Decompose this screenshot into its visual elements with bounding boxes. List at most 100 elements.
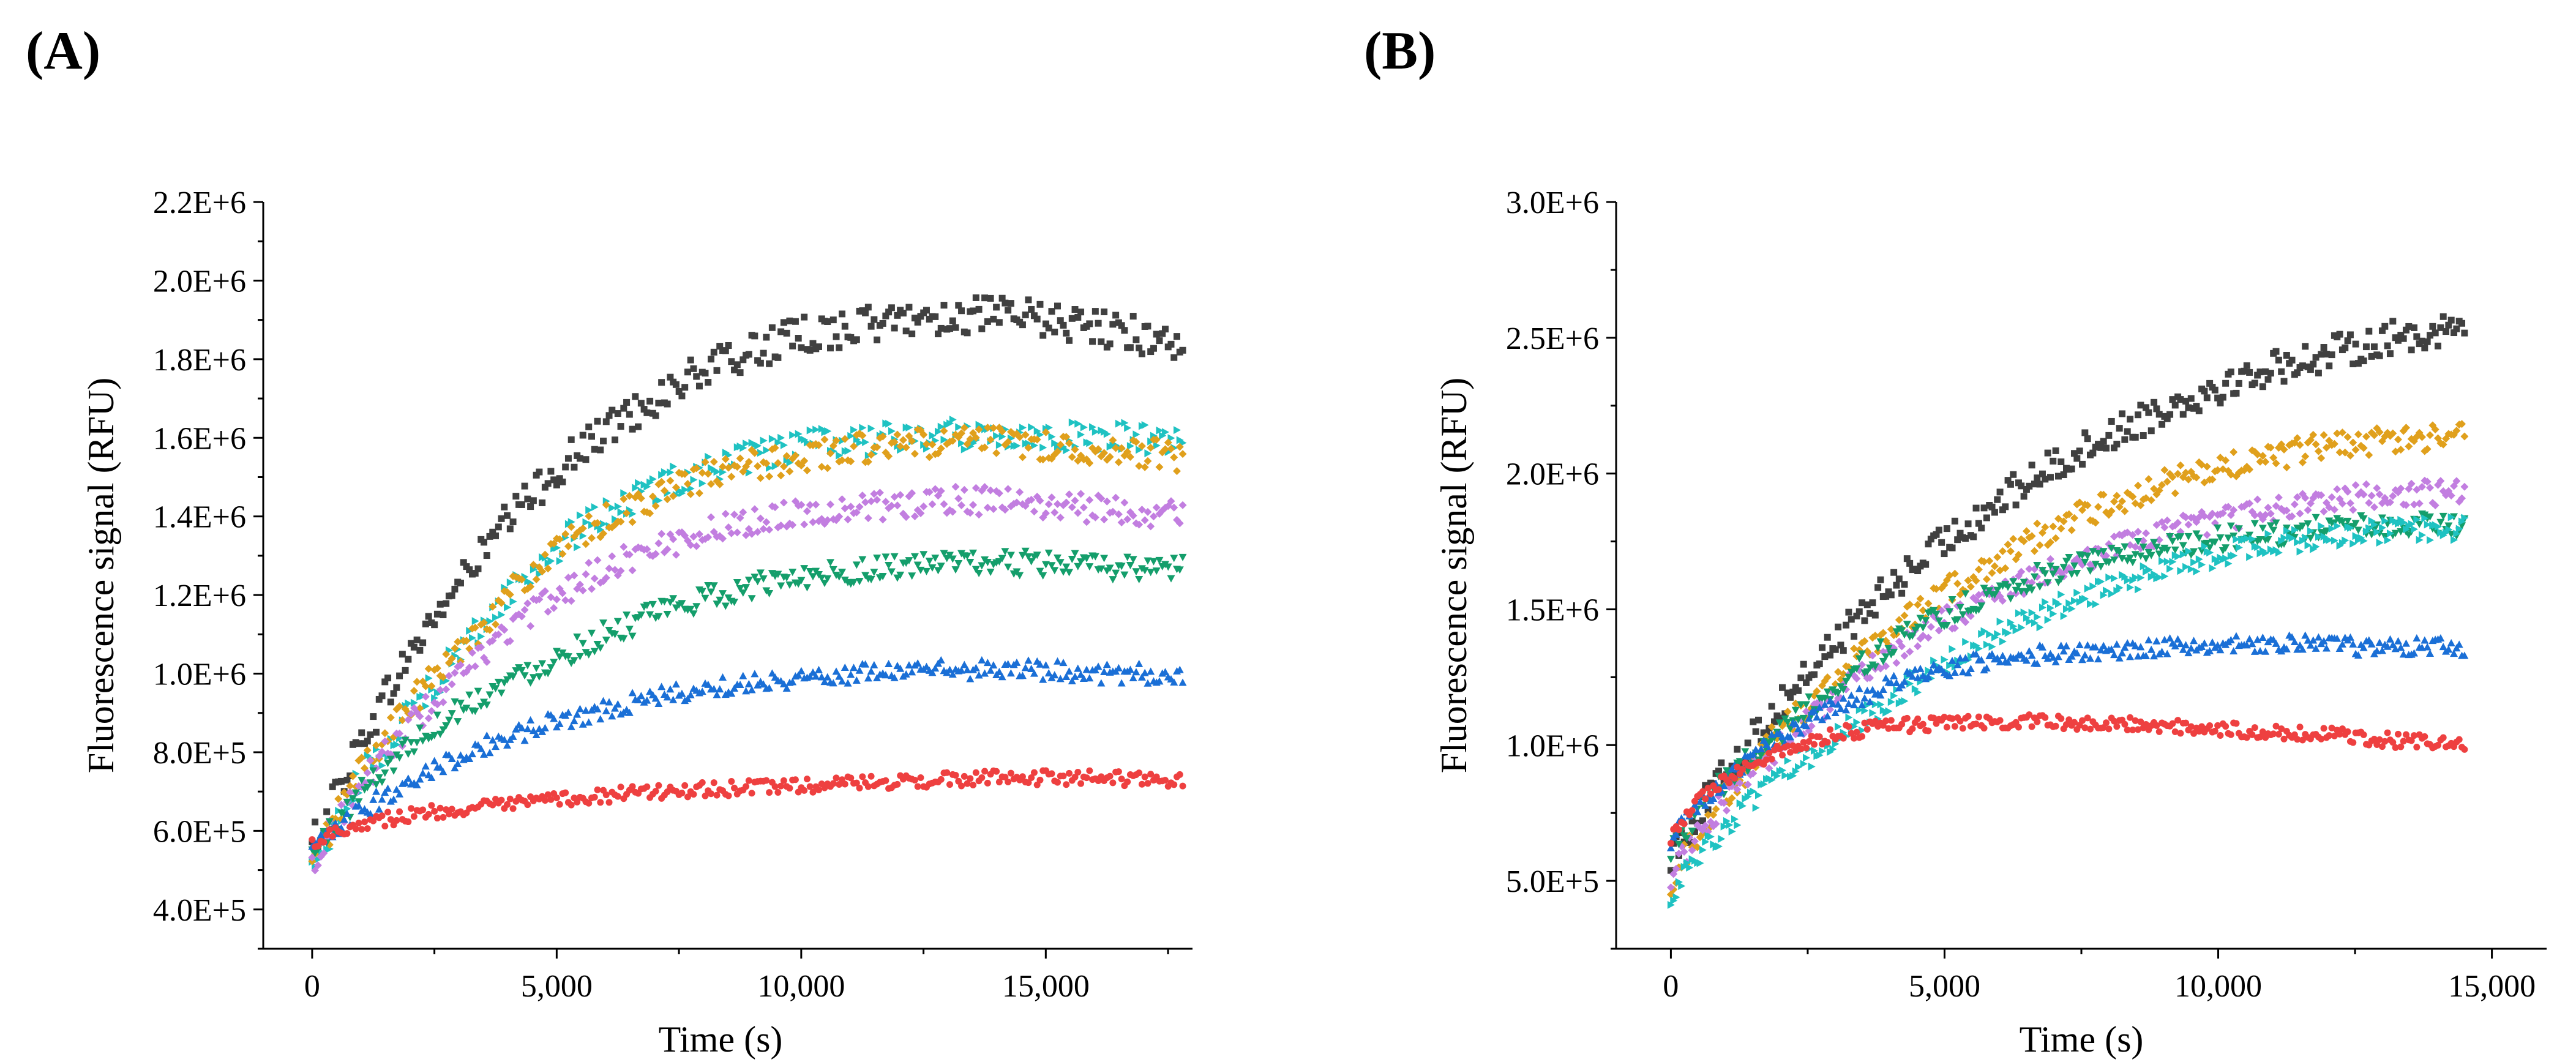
- data-point: [2326, 536, 2334, 544]
- data-point: [1152, 435, 1161, 444]
- data-point: [2171, 402, 2179, 409]
- data-point: [841, 504, 849, 512]
- data-point: [905, 661, 913, 669]
- data-point: [1024, 553, 1033, 561]
- data-point: [2121, 572, 2129, 581]
- data-point: [1993, 586, 2002, 594]
- data-point: [1974, 565, 1983, 574]
- data-point: [864, 783, 872, 790]
- data-point: [879, 320, 886, 327]
- data-point: [1137, 506, 1146, 514]
- data-point: [836, 451, 844, 460]
- data-point: [2248, 640, 2256, 648]
- data-point: [1956, 654, 1964, 662]
- data-point: [2190, 637, 2198, 645]
- y-tick-label: 8.0E+5: [153, 736, 246, 771]
- data-point: [1778, 733, 1787, 741]
- data-point: [1156, 337, 1163, 345]
- data-point: [602, 706, 610, 714]
- data-point: [1715, 768, 1722, 775]
- data-point: [792, 318, 799, 325]
- data-point: [1924, 673, 1933, 681]
- data-point: [1779, 684, 1786, 691]
- data-point: [2381, 738, 2389, 745]
- data-point: [2381, 517, 2389, 525]
- data-point: [2307, 526, 2315, 535]
- data-point: [1853, 718, 1861, 727]
- data-point: [1175, 665, 1184, 673]
- data-point: [2322, 644, 2331, 652]
- data-point: [2234, 525, 2243, 533]
- data-point: [1893, 581, 1900, 589]
- data-point: [358, 826, 365, 833]
- data-point: [2365, 451, 2373, 459]
- data-point: [748, 790, 755, 797]
- data-point: [442, 685, 451, 694]
- data-point: [407, 709, 416, 718]
- data-point: [524, 495, 531, 503]
- data-point: [526, 716, 535, 724]
- data-point: [1140, 668, 1149, 676]
- data-point: [474, 565, 482, 572]
- data-point: [1077, 780, 1085, 787]
- data-point: [564, 653, 572, 661]
- data-point: [2394, 337, 2402, 344]
- data-point: [690, 476, 698, 484]
- data-point: [2081, 724, 2089, 731]
- data-point: [1132, 668, 1140, 676]
- data-point: [643, 545, 651, 553]
- data-point: [1791, 706, 1800, 714]
- data-point: [1018, 552, 1027, 559]
- data-point: [1086, 320, 1093, 327]
- data-point: [1884, 645, 1893, 653]
- data-point: [2410, 732, 2417, 739]
- data-point: [1033, 552, 1041, 559]
- data-point: [779, 679, 788, 687]
- data-point: [2359, 515, 2368, 523]
- data-point: [2338, 428, 2346, 437]
- data-point: [2288, 633, 2296, 641]
- data-point: [2176, 533, 2185, 541]
- data-point: [2214, 722, 2222, 729]
- data-point: [2306, 641, 2315, 649]
- data-point: [451, 585, 459, 593]
- data-point: [779, 462, 788, 471]
- data-point: [1835, 623, 1842, 630]
- data-point: [998, 427, 1006, 436]
- data-point: [932, 313, 939, 320]
- data-point: [430, 757, 439, 765]
- data-point: [2027, 532, 2036, 540]
- data-point: [910, 512, 919, 521]
- data-point: [373, 728, 380, 736]
- data-point: [2140, 562, 2147, 570]
- data-point: [2086, 567, 2095, 575]
- data-point: [782, 452, 791, 460]
- data-point: [550, 539, 558, 548]
- data-point: [687, 484, 695, 493]
- data-point: [512, 725, 520, 733]
- data-point: [2155, 486, 2163, 495]
- data-point: [1858, 701, 1866, 709]
- data-point: [1024, 444, 1033, 452]
- data-point: [2400, 738, 2407, 745]
- data-point: [1135, 659, 1144, 667]
- data-point: [1082, 665, 1091, 673]
- data-point: [1094, 662, 1103, 670]
- x-tick-label: 5,000: [1909, 969, 1980, 1004]
- data-point: [1844, 673, 1853, 681]
- data-point: [2097, 577, 2105, 586]
- data-point: [1041, 509, 1050, 517]
- data-point: [2111, 574, 2119, 583]
- data-point: [698, 479, 706, 488]
- data-point: [2362, 343, 2370, 351]
- data-point: [361, 818, 369, 826]
- data-point: [517, 575, 526, 584]
- series-green: [308, 547, 1187, 858]
- data-point: [2208, 509, 2217, 518]
- data-point: [989, 661, 998, 669]
- data-point: [937, 444, 945, 453]
- data-point: [2413, 634, 2421, 642]
- data-point: [929, 432, 937, 440]
- data-point: [675, 387, 683, 395]
- data-point: [541, 484, 549, 491]
